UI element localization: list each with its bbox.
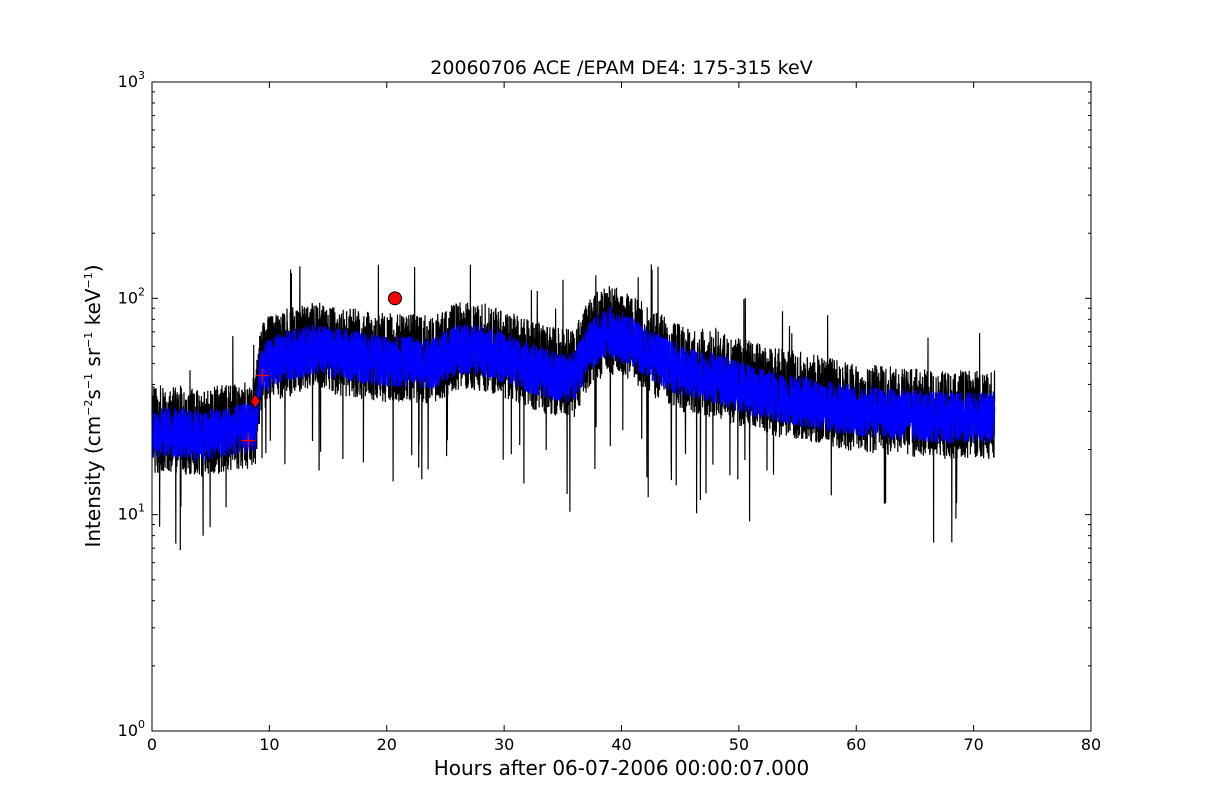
x-tick-label: 60 xyxy=(846,735,866,754)
y-tick-label: 101 xyxy=(118,502,145,524)
x-tick-label: 70 xyxy=(963,735,983,754)
y-tick-label: 102 xyxy=(118,285,145,307)
y-tick-label: 100 xyxy=(118,718,145,740)
marker-diamond xyxy=(249,393,261,409)
tick-layer: 0 10 20 30 40 50 60 70 80 100 101 102 103 xyxy=(118,69,1102,754)
x-tick-label: 40 xyxy=(611,735,631,754)
marker-plus xyxy=(241,433,256,448)
x-tick-label: 10 xyxy=(259,735,279,754)
x-tick-label: 20 xyxy=(377,735,397,754)
x-tick-label: 80 xyxy=(1081,735,1101,754)
y-axis-label: Intensity (cm−2s−1 sr−1 keV−1) xyxy=(81,264,105,547)
x-tick-label: 50 xyxy=(729,735,749,754)
marker-plus xyxy=(255,368,270,383)
y-tick-label: 103 xyxy=(118,69,145,91)
plot-layer xyxy=(151,264,996,551)
marker-circle xyxy=(387,291,402,306)
series-line-smoothed xyxy=(151,306,996,462)
x-tick-label: 30 xyxy=(494,735,514,754)
x-tick-label: 0 xyxy=(147,735,157,754)
chart-title: 20060706 ACE /EPAM DE4: 175-315 keV xyxy=(430,57,812,79)
x-axis-label: Hours after 06-07-2006 00:00:07.000 xyxy=(434,756,810,780)
